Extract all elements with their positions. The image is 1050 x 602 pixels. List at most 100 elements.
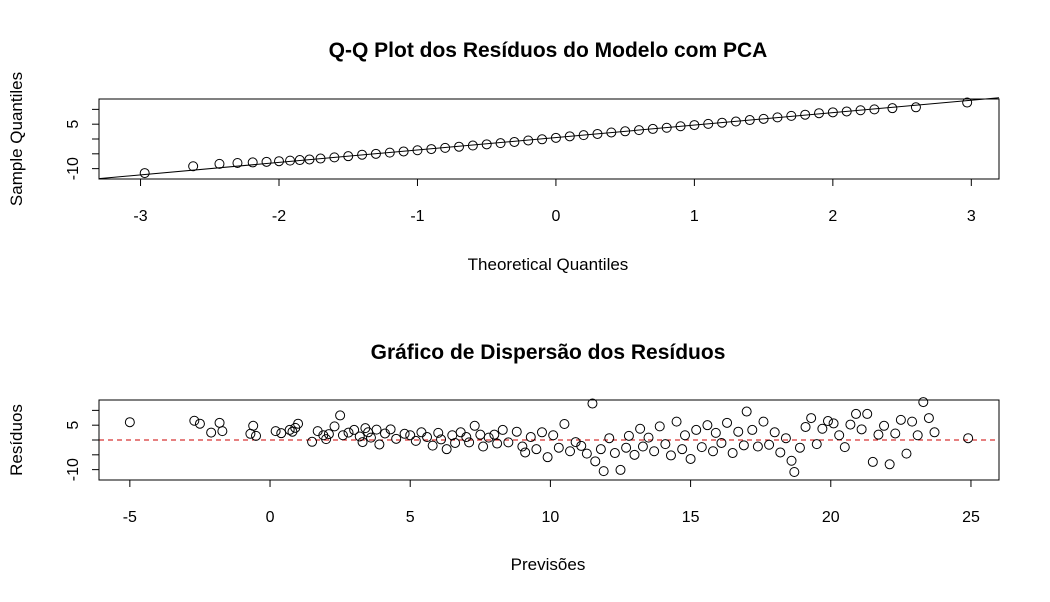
residual-point bbox=[780, 433, 791, 444]
qq-point bbox=[329, 152, 340, 163]
residual-point bbox=[752, 441, 763, 452]
qq-point bbox=[786, 110, 797, 121]
qq-point bbox=[261, 156, 272, 167]
residual-point bbox=[800, 421, 811, 432]
residual-point bbox=[433, 427, 444, 438]
residual-point bbox=[901, 448, 912, 459]
qq-x-tick-label: 2 bbox=[828, 208, 837, 225]
residual-point bbox=[691, 424, 702, 435]
qq-point bbox=[675, 121, 686, 132]
residual-point bbox=[722, 417, 733, 428]
residual-point bbox=[845, 419, 856, 430]
residual-point bbox=[450, 437, 461, 448]
residual-point bbox=[907, 416, 918, 427]
residual-point bbox=[817, 423, 828, 434]
qq-point bbox=[606, 127, 617, 138]
residual-point bbox=[124, 417, 135, 428]
qq-point bbox=[139, 168, 150, 179]
residual-point bbox=[794, 442, 805, 453]
residual-point bbox=[464, 437, 475, 448]
residual-point bbox=[217, 426, 228, 437]
residual-point bbox=[867, 456, 878, 467]
residual-point bbox=[677, 444, 688, 455]
residual-point bbox=[884, 459, 895, 470]
residual-point bbox=[665, 450, 676, 461]
residual-point bbox=[276, 428, 287, 439]
qq-x-axis: -3 -2 -1 0 1 2 3 bbox=[133, 178, 976, 225]
residual-point bbox=[391, 433, 402, 444]
residual-point bbox=[637, 441, 648, 452]
qq-point bbox=[274, 156, 284, 167]
qq-point bbox=[357, 149, 368, 160]
residual-point bbox=[758, 416, 769, 427]
residual-point bbox=[598, 466, 609, 477]
qq-point bbox=[703, 118, 714, 129]
residual-point bbox=[469, 420, 480, 431]
residual-point bbox=[354, 431, 365, 442]
residual-point bbox=[822, 416, 833, 427]
residual-point bbox=[455, 427, 466, 438]
qq-point bbox=[481, 139, 492, 150]
residual-point bbox=[422, 432, 433, 443]
qq-point bbox=[564, 131, 575, 142]
qq-point bbox=[717, 117, 728, 128]
residual-point bbox=[679, 430, 690, 441]
residual-point bbox=[775, 447, 786, 458]
qq-point bbox=[814, 108, 824, 119]
residual-point bbox=[475, 429, 486, 440]
residual-point bbox=[671, 416, 682, 427]
residual-point bbox=[335, 410, 346, 421]
residual-y-tick-label: 5 bbox=[65, 421, 82, 430]
residual-point bbox=[764, 439, 775, 450]
residual-point bbox=[595, 444, 606, 455]
qq-point bbox=[841, 106, 852, 117]
residual-x-tick-label: 25 bbox=[962, 509, 980, 526]
qq-x-tick-label: -3 bbox=[133, 208, 147, 225]
residual-point bbox=[635, 423, 646, 434]
residual-point bbox=[929, 427, 940, 438]
residual-point bbox=[405, 430, 416, 441]
qq-point bbox=[578, 130, 589, 141]
qq-y-axis-label: Sample Quantiles bbox=[7, 72, 26, 206]
qq-x-tick-label: -2 bbox=[272, 208, 286, 225]
qq-point bbox=[758, 113, 769, 124]
qq-point bbox=[509, 136, 520, 147]
qq-x-tick-label: 1 bbox=[690, 208, 699, 225]
residual-point bbox=[329, 421, 340, 432]
residual-point bbox=[621, 442, 632, 453]
residual-point bbox=[349, 424, 360, 435]
residual-scatter-panel: Gráfico de Dispersão dos Resíduos -5 0 5 10… bbox=[7, 341, 1000, 574]
qq-point bbox=[304, 154, 315, 165]
qq-point bbox=[800, 109, 811, 120]
qq-point bbox=[454, 141, 464, 152]
qq-point bbox=[592, 128, 603, 139]
residual-point bbox=[851, 408, 862, 419]
residual-point bbox=[702, 420, 713, 431]
residual-point bbox=[654, 421, 665, 432]
residual-point bbox=[410, 435, 421, 446]
residual-x-tick-label: 10 bbox=[542, 509, 560, 526]
residual-point bbox=[649, 446, 660, 457]
residual-x-axis: -5 0 5 10 15 20 25 bbox=[123, 479, 980, 526]
residual-point bbox=[912, 430, 923, 441]
qq-point bbox=[343, 151, 354, 162]
qq-point bbox=[730, 116, 741, 127]
qq-y-axis: -10 5 bbox=[65, 108, 100, 180]
residual-point bbox=[811, 439, 822, 450]
residual-point bbox=[609, 448, 620, 459]
residual-point bbox=[287, 426, 298, 437]
residual-x-tick-label: 15 bbox=[682, 509, 700, 526]
residual-point bbox=[427, 440, 438, 451]
qq-points bbox=[139, 97, 973, 179]
residual-y-axis: -10 5 bbox=[65, 409, 100, 481]
residual-point bbox=[660, 439, 671, 450]
residual-point bbox=[629, 449, 640, 460]
residual-point bbox=[733, 426, 744, 437]
qq-point bbox=[214, 158, 225, 169]
qq-y-tick-label: 5 bbox=[65, 120, 82, 129]
residual-point bbox=[511, 426, 522, 437]
residual-point bbox=[747, 424, 758, 435]
qq-point bbox=[232, 158, 243, 168]
qq-point bbox=[398, 146, 409, 157]
